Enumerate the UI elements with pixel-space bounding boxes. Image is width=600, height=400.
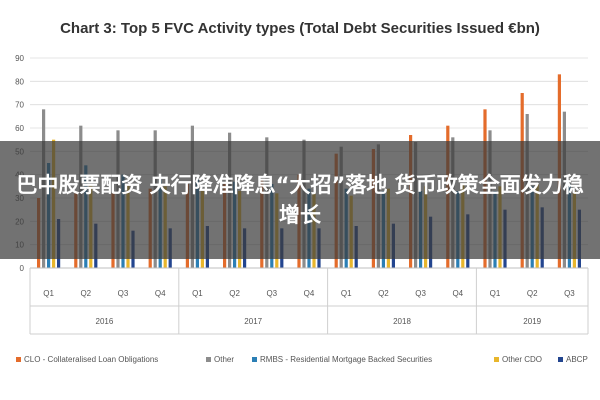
- y-tick-label: 0: [20, 264, 25, 273]
- legend-label: CLO - Collateralised Loan Obligations: [24, 355, 158, 364]
- x-tick-label: Q3: [118, 289, 129, 298]
- year-label: 2016: [96, 317, 114, 326]
- legend-label: Other CDO: [502, 355, 542, 364]
- x-tick-label: Q3: [266, 289, 277, 298]
- legend-label: RMBS - Residential Mortgage Backed Secur…: [260, 355, 432, 364]
- headline-banner: 巴中股票配资 央行降准降息“大招”落地 货币政策全面发力稳增长: [0, 141, 600, 259]
- x-tick-label: Q2: [378, 289, 389, 298]
- legend-swatch: [494, 357, 499, 362]
- x-tick-label: Q2: [80, 289, 91, 298]
- legend: CLO - Collateralised Loan Obligations Oth…: [16, 355, 588, 364]
- x-tick-label: Q4: [452, 289, 463, 298]
- legend-swatch: [206, 357, 211, 362]
- headline-text: 巴中股票配资 央行降准降息“大招”落地 货币政策全面发力稳增长: [16, 173, 584, 227]
- x-tick-label: Q1: [43, 289, 54, 298]
- chart-title: Chart 3: Top 5 FVC Activity types (Total…: [60, 20, 540, 37]
- y-tick-label: 60: [15, 124, 24, 133]
- x-tick-label: Q3: [415, 289, 426, 298]
- x-tick-label: Q4: [304, 289, 315, 298]
- x-tick-label: Q3: [564, 289, 575, 298]
- x-tick-label: Q1: [192, 289, 203, 298]
- y-tick-label: 80: [15, 77, 24, 86]
- year-label: 2019: [523, 317, 541, 326]
- year-label: 2018: [393, 317, 411, 326]
- legend-label: Other: [214, 355, 234, 364]
- x-tick-label: Q1: [341, 289, 352, 298]
- y-tick-label: 70: [15, 101, 24, 110]
- y-tick-label: 90: [15, 54, 24, 63]
- x-tick-label: Q2: [527, 289, 538, 298]
- x-tick-label: Q4: [155, 289, 166, 298]
- year-label: 2017: [244, 317, 262, 326]
- legend-label: ABCP: [566, 355, 588, 364]
- x-axis: Q1 Q2 Q3 Q4 Q1 Q2 Q3 Q4 Q1 Q2 Q3 Q4 Q1 Q2 Q3 2016 2017 20…: [29, 267, 589, 335]
- legend-swatch: [16, 357, 21, 362]
- legend-swatch: [558, 357, 563, 362]
- x-tick-label: Q1: [490, 289, 501, 298]
- legend-swatch: [252, 357, 257, 362]
- x-tick-label: Q2: [229, 289, 240, 298]
